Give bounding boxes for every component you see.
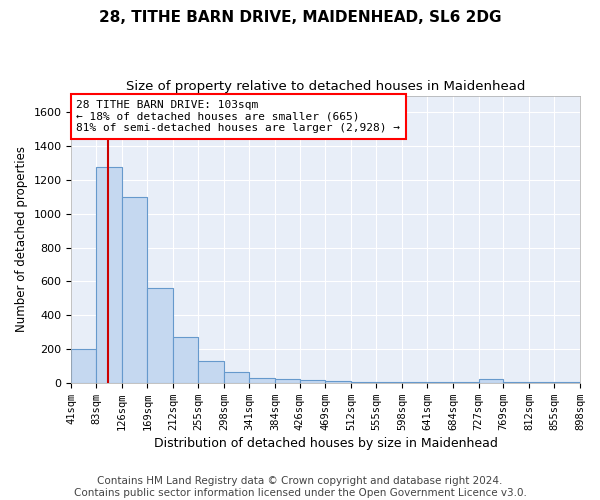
- Bar: [275, 380, 300, 383]
- X-axis label: Distribution of detached houses by size in Maidenhead: Distribution of detached houses by size …: [154, 437, 497, 450]
- Bar: [351, 382, 376, 383]
- Bar: [503, 382, 529, 383]
- Bar: [224, 372, 250, 383]
- Bar: [148, 288, 173, 383]
- Bar: [300, 380, 325, 383]
- Text: Contains HM Land Registry data © Crown copyright and database right 2024.
Contai: Contains HM Land Registry data © Crown c…: [74, 476, 526, 498]
- Text: 28 TITHE BARN DRIVE: 103sqm
← 18% of detached houses are smaller (665)
81% of se: 28 TITHE BARN DRIVE: 103sqm ← 18% of det…: [76, 100, 400, 133]
- Bar: [376, 382, 402, 383]
- Bar: [71, 349, 97, 383]
- Title: Size of property relative to detached houses in Maidenhead: Size of property relative to detached ho…: [126, 80, 526, 93]
- Bar: [453, 382, 479, 383]
- Bar: [173, 337, 199, 383]
- Bar: [250, 378, 275, 383]
- Bar: [97, 166, 122, 383]
- Text: 28, TITHE BARN DRIVE, MAIDENHEAD, SL6 2DG: 28, TITHE BARN DRIVE, MAIDENHEAD, SL6 2D…: [99, 10, 501, 25]
- Bar: [122, 197, 148, 383]
- Bar: [199, 361, 224, 383]
- Bar: [402, 382, 427, 383]
- Bar: [529, 382, 554, 383]
- Bar: [427, 382, 453, 383]
- Bar: [554, 382, 580, 383]
- Bar: [479, 380, 503, 383]
- Bar: [325, 382, 351, 383]
- Y-axis label: Number of detached properties: Number of detached properties: [15, 146, 28, 332]
